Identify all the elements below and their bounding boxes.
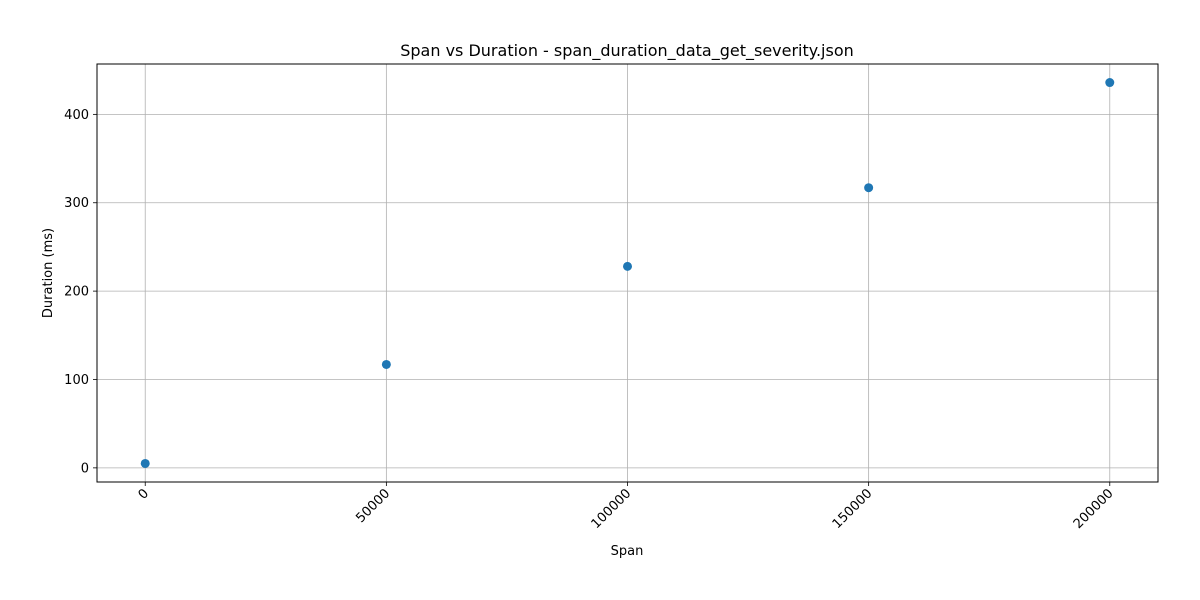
x-tick-label: 50000 [353, 486, 393, 526]
chart-title: Span vs Duration - span_duration_data_ge… [400, 41, 854, 61]
data-point [140, 458, 150, 468]
data-point [1105, 78, 1115, 88]
y-axis-label: Duration (ms) [41, 228, 56, 318]
data-points [140, 78, 1115, 468]
y-tick-label: 300 [64, 196, 89, 211]
data-point [623, 261, 632, 271]
x-tick-label: 150000 [830, 486, 876, 532]
y-tick-label: 0 [81, 461, 89, 476]
x-tick-label: 100000 [589, 486, 635, 532]
data-point [864, 183, 874, 193]
axis-ticks: 0 50000 100000 150000 200000 0 100 200 300 400 [64, 108, 1116, 532]
y-tick-label: 100 [64, 373, 89, 388]
y-tick-label: 200 [64, 285, 89, 300]
data-point [381, 359, 391, 369]
x-tick-label: 0 [136, 486, 152, 502]
y-tick-label: 400 [64, 108, 89, 123]
x-tick-label: 200000 [1071, 486, 1117, 532]
grid [97, 64, 1158, 482]
x-axis-label: Span [611, 544, 644, 559]
